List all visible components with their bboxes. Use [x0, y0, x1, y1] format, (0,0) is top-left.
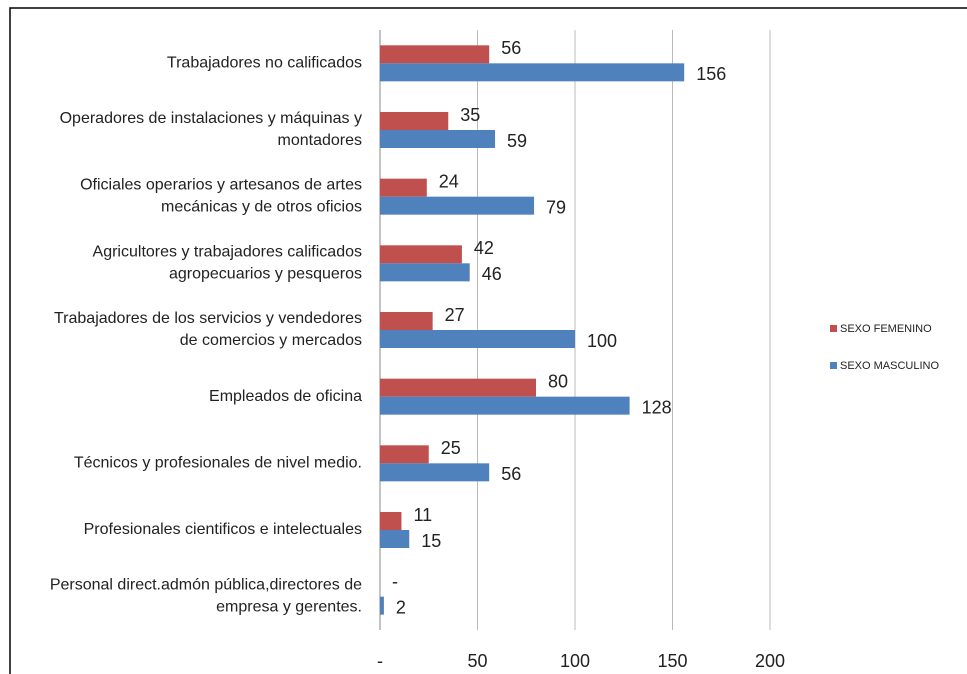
bar	[380, 378, 536, 397]
bar	[380, 596, 384, 615]
value-label: 156	[696, 64, 726, 84]
bar	[380, 530, 410, 548]
x-tick-label: 100	[560, 651, 590, 671]
value-label: 128	[642, 397, 672, 417]
bar	[380, 263, 470, 282]
value-label: 27	[445, 305, 465, 325]
bar	[380, 178, 427, 197]
bar	[380, 63, 685, 82]
category-label: Trabajadores no calificados	[167, 55, 362, 72]
bar	[380, 512, 402, 530]
value-label: 25	[441, 438, 461, 458]
category-label: Profesionales cientificos e intelectuale…	[84, 521, 362, 538]
bar	[380, 463, 490, 482]
bar	[380, 130, 496, 148]
value-label: 11	[413, 505, 432, 525]
bar	[380, 112, 449, 130]
frame	[9, 7, 967, 674]
value-label: -	[392, 571, 398, 591]
value-label: 56	[501, 38, 521, 58]
bar	[380, 396, 630, 415]
value-label: 15	[421, 531, 441, 551]
value-label: 35	[460, 105, 480, 125]
bar	[380, 330, 575, 348]
value-label: 79	[546, 197, 566, 217]
legend-label: SEXO MASCULINO	[840, 360, 939, 372]
bar	[380, 45, 490, 64]
value-label: 56	[501, 464, 521, 484]
value-label: 2	[396, 597, 406, 617]
bar	[380, 445, 429, 464]
x-tick-label: 50	[467, 651, 487, 671]
value-label: 24	[439, 171, 459, 191]
legend-swatch	[830, 325, 837, 332]
category-label: Agricultores y trabajadores calificados a…	[93, 244, 362, 283]
x-tick-label: 150	[657, 651, 687, 671]
value-label: 59	[507, 131, 527, 151]
category-label: Trabajadores de los servicios y vendedor…	[54, 310, 362, 349]
value-label: 80	[548, 371, 568, 391]
x-tick-label: 200	[755, 651, 785, 671]
category-label: Empleados de oficina	[209, 388, 362, 405]
category-label: Oficiales operarios y artesanos de artes…	[80, 177, 362, 216]
value-label: 42	[474, 238, 494, 258]
bar	[380, 245, 462, 264]
value-label: 100	[587, 331, 617, 351]
category-label: Personal direct.admón pública,directores…	[50, 577, 362, 616]
legend-swatch	[830, 362, 837, 369]
legend-label: SEXO FEMENINO	[840, 323, 932, 335]
bar	[380, 196, 535, 215]
category-label: Operadores de instalaciones y máquinas y…	[60, 110, 362, 149]
category-label: Técnicos y profesionales de nivel medio.	[74, 455, 362, 472]
value-label: 46	[482, 264, 502, 284]
bar	[380, 312, 433, 330]
x-tick-label: -	[377, 651, 383, 671]
